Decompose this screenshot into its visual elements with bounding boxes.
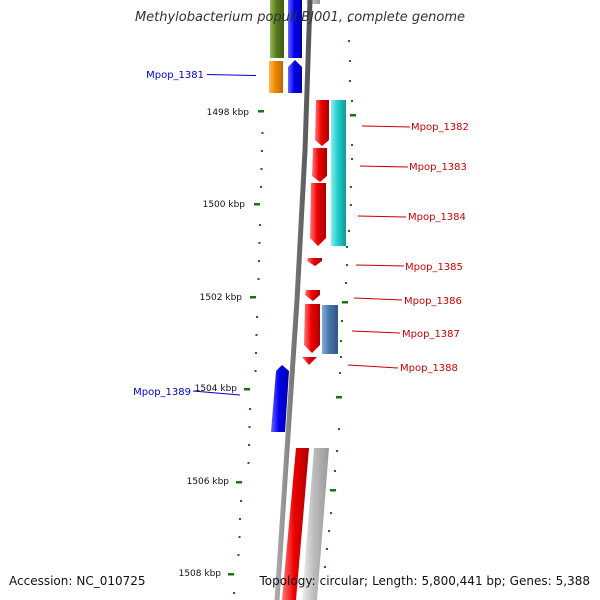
ruler-label: 1498 kbp (207, 108, 250, 118)
ruler-label: 1502 kbp (200, 293, 243, 303)
steel-blue-feature (322, 305, 338, 354)
genome-summary-line: Topology: circular; Length: 5,800,441 bp; Ge… (259, 574, 590, 588)
ruler-label: 1504 kbp (195, 384, 238, 394)
label-leader-lines (192, 74, 411, 396)
length-value: 5,800,441 bp; (421, 574, 506, 588)
top-olive-feature (270, 0, 284, 58)
ruler-label: 1508 kbp (179, 569, 222, 579)
gene-Mpop_1389 (271, 365, 289, 432)
forward-gene-labels: Mpop_1381 Mpop_1389 (133, 70, 204, 398)
gene-label-forward[interactable]: Mpop_1381 (146, 70, 204, 81)
gene-Mpop_1386 (305, 290, 320, 301)
accession-line: Accession: NC_010725 (9, 574, 146, 588)
gene-Mpop_1383 (312, 148, 327, 182)
inner-dotted-ring (324, 20, 353, 568)
gene-Mpop_1387 (304, 304, 320, 353)
top-blue-feature (288, 0, 302, 58)
ruler-label: 1506 kbp (187, 477, 230, 487)
gene-Mpop_1388 (302, 357, 317, 365)
length-label: Length: (372, 574, 418, 588)
gene-label-reverse[interactable]: Mpop_1387 (402, 329, 460, 340)
gene-Mpop_1382 (315, 100, 329, 146)
topology-value: circular; (319, 574, 369, 588)
accession-value: NC_010725 (76, 574, 146, 588)
ruler-label: 1500 kbp (203, 200, 246, 210)
gene-label-forward[interactable]: Mpop_1389 (133, 387, 191, 398)
gene-label-reverse[interactable]: Mpop_1385 (405, 262, 463, 273)
ruler-ticks (228, 110, 264, 576)
gene-Mpop_1384 (310, 183, 326, 246)
genes-label: Genes: (509, 574, 552, 588)
gene-Mpop_1381 (288, 60, 302, 93)
accession-label: Accession: (9, 574, 73, 588)
bottom-gray-feature (302, 448, 329, 600)
gene-label-reverse[interactable]: Mpop_1386 (404, 296, 462, 307)
gene-label-reverse[interactable]: Mpop_1384 (408, 212, 466, 223)
genome-backbone (274, 0, 313, 600)
reverse-gene-labels: Mpop_1382 Mpop_1383 Mpop_1384 Mpop_1385 … (400, 122, 469, 374)
inner-ring-dashes (330, 114, 356, 492)
cyan-feature (331, 100, 346, 246)
ruler-labels: 1498 kbp 1500 kbp 1502 kbp 1504 kbp 1506… (179, 108, 250, 579)
genes-value: 5,388 (555, 574, 590, 588)
top-gray-feature (306, 0, 320, 4)
gene-Mpop_1385 (307, 258, 322, 266)
figure-title: Methylobacterium populi BJ001, complete … (134, 10, 466, 25)
orange-feature-1381 (269, 61, 283, 93)
gene-label-reverse[interactable]: Mpop_1383 (409, 162, 467, 173)
gene-label-reverse[interactable]: Mpop_1382 (411, 122, 469, 133)
bottom-red-feature (282, 448, 309, 600)
gene-label-reverse[interactable]: Mpop_1388 (400, 363, 458, 374)
topology-label: Topology: (259, 574, 316, 588)
